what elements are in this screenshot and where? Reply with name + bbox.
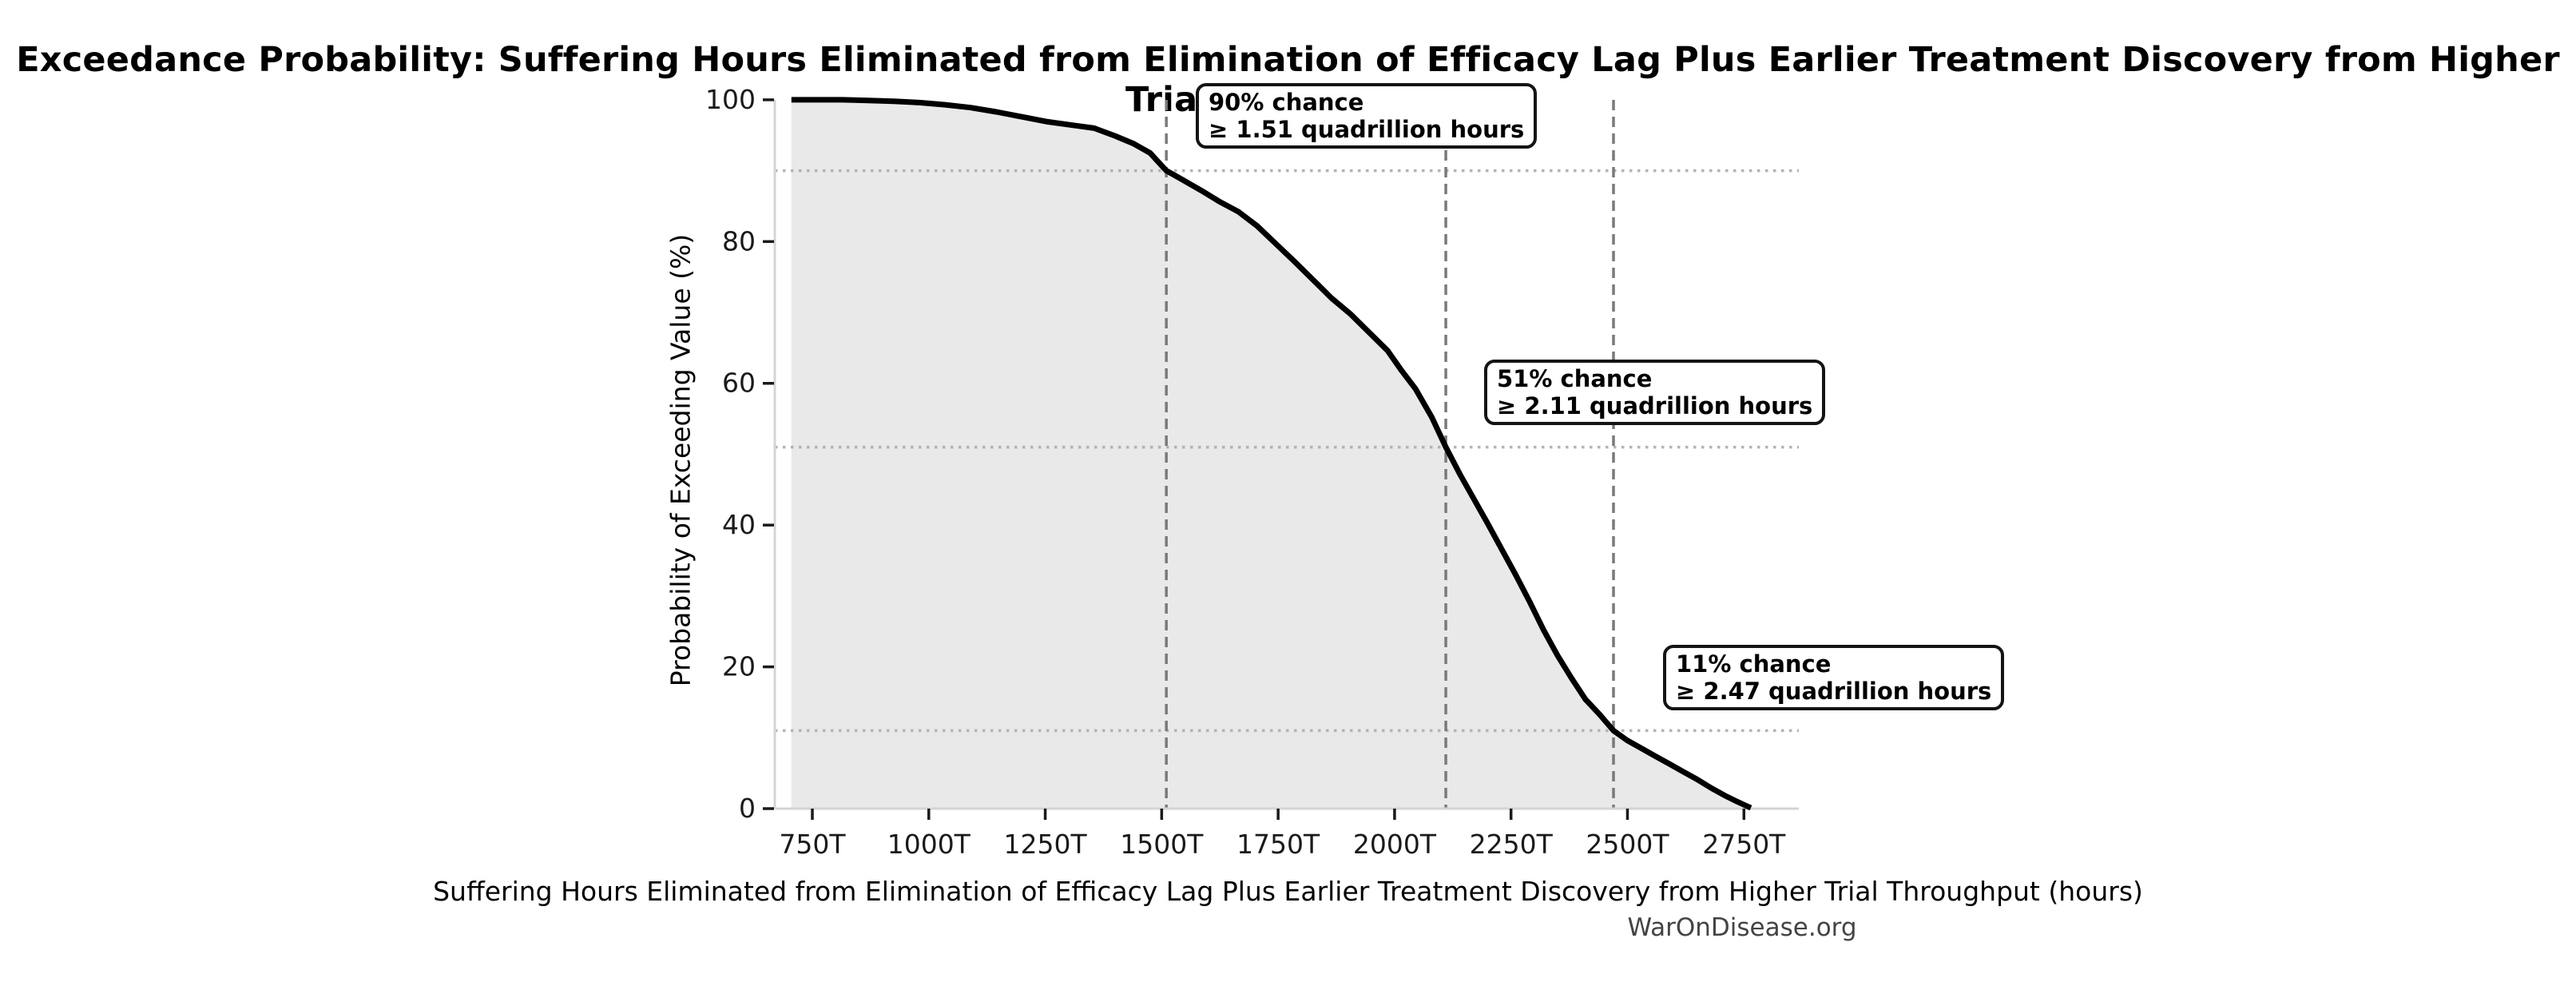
x-tick-label: 1500T [1120, 829, 1204, 860]
x-tick-label: 1250T [1003, 829, 1087, 860]
annotation-value-line: ≥ 2.11 quadrillion hours [1497, 392, 1813, 419]
y-axis-label: Probability of Exceeding Value (%) [665, 233, 697, 687]
x-tick-label: 1000T [887, 829, 971, 860]
annotation-90-percent: 90% chance ≥ 1.51 quadrillion hours [1196, 83, 1538, 149]
annotation-11-percent: 11% chance ≥ 2.47 quadrillion hours [1663, 645, 2005, 710]
x-tick-label: 750T [779, 829, 846, 860]
source-watermark: WarOnDisease.org [1627, 913, 1857, 942]
y-tick-label: 100 [705, 84, 756, 115]
x-tick-label: 2750T [1702, 829, 1786, 860]
x-tick-label: 2000T [1353, 829, 1437, 860]
annotation-value-line: ≥ 2.47 quadrillion hours [1676, 678, 1992, 705]
y-tick-label: 0 [739, 793, 756, 824]
x-tick-label: 1750T [1236, 829, 1320, 860]
y-tick-label: 20 [722, 651, 756, 682]
y-tick-label: 80 [722, 225, 756, 256]
annotation-value-line: ≥ 1.51 quadrillion hours [1209, 116, 1525, 143]
exceedance-curve-line [791, 97, 1752, 811]
area-fill [791, 99, 1751, 809]
annotation-51-percent: 51% chance ≥ 2.11 quadrillion hours [1484, 360, 1826, 425]
x-tick-label: 2500T [1586, 829, 1669, 860]
y-tick-label: 60 [722, 368, 756, 399]
y-tick-label: 40 [722, 509, 756, 540]
annotation-chance-line: 51% chance [1497, 365, 1653, 392]
x-tick-label: 2250T [1470, 829, 1554, 860]
annotation-chance-line: 11% chance [1676, 650, 1832, 678]
annotation-chance-line: 90% chance [1209, 89, 1364, 116]
x-axis-label: Suffering Hours Eliminated from Eliminat… [433, 876, 2143, 907]
